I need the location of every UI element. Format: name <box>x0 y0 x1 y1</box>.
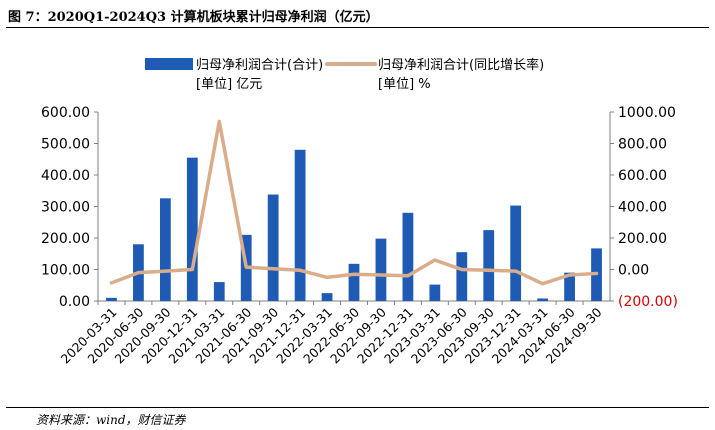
line-point <box>109 281 113 285</box>
bar <box>106 297 117 301</box>
line-point <box>379 273 383 277</box>
line-point <box>514 269 518 273</box>
y-left-tick-label: 500.00 <box>41 137 90 153</box>
line-point <box>190 268 194 271</box>
bar <box>537 298 549 301</box>
legend-bar-unit: [单位] 亿元 <box>196 77 262 92</box>
bar <box>510 205 522 301</box>
bar <box>402 212 414 301</box>
bar <box>294 149 306 301</box>
y-left-tick-label: 0.00 <box>59 294 90 310</box>
bar <box>321 293 333 301</box>
line-point <box>460 268 464 271</box>
bar <box>348 263 360 301</box>
line-point <box>271 267 275 271</box>
source-rule <box>6 407 709 408</box>
line-point <box>136 271 140 275</box>
title-rule <box>6 27 709 28</box>
bar <box>186 157 198 301</box>
bar <box>429 284 441 301</box>
legend-line-unit: [单位] % <box>378 77 431 92</box>
y-left-tick-label: 600.00 <box>41 105 90 121</box>
line-point <box>487 268 491 272</box>
line-point <box>433 258 437 262</box>
bar <box>483 230 495 301</box>
y-right-tick-label: (200.00) <box>618 294 678 310</box>
line-point <box>595 271 599 275</box>
line-point <box>541 282 545 286</box>
legend-bar-name: 归母净利润合计(合计) <box>196 58 323 73</box>
legend-bar-swatch <box>145 58 193 70</box>
legend-line-name: 归母净利润合计(同比增长率) <box>378 57 544 73</box>
y-right-tick-label: 400.00 <box>618 200 667 216</box>
y-right-tick-label: 1000.00 <box>618 105 676 121</box>
line-series <box>109 119 599 286</box>
bar <box>267 194 279 301</box>
axes: 600.00 500.00 400.00 300.00 200.00 100.00 0.00… <box>41 105 678 366</box>
line-point <box>568 273 572 277</box>
y-right-tick-label: 200.00 <box>618 231 667 247</box>
legend: 归母净利润合计(合计) [单位] 亿元 归母净利润合计(同比增长率) [单位] … <box>145 57 544 92</box>
y-right-tick-label: 600.00 <box>618 168 667 184</box>
line-point <box>298 268 302 272</box>
bar <box>564 272 575 301</box>
line-point <box>163 269 167 273</box>
bar <box>159 198 171 301</box>
line-point <box>406 274 410 278</box>
bar <box>375 238 387 301</box>
y-right-tick-label: 800.00 <box>618 137 667 153</box>
line-point <box>325 275 329 279</box>
y-left-tick-label: 300.00 <box>41 200 90 216</box>
figure-title: 图 7：2020Q1-2024Q3 计算机板块累计归母净利润（亿元） <box>8 10 379 25</box>
y-left-tick-label: 200.00 <box>41 231 90 247</box>
source-note: 资料来源：wind，财信证券 <box>36 413 186 427</box>
y-left-tick-label: 400.00 <box>41 168 90 184</box>
growth-rate-line <box>109 119 599 286</box>
chart: 归母净利润合计(合计) [单位] 亿元 归母净利润合计(同比增长率) [单位] … <box>41 57 678 366</box>
y-left-tick-label: 100.00 <box>41 263 90 279</box>
line-point <box>352 272 356 276</box>
line-point <box>217 119 221 123</box>
line-point <box>244 265 248 269</box>
y-right-tick-label: 0.00 <box>618 263 649 279</box>
bar <box>213 282 225 301</box>
bar <box>456 252 468 301</box>
